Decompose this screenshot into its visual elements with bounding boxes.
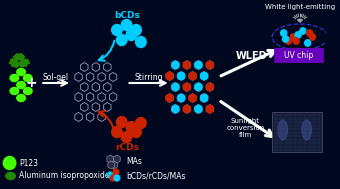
Polygon shape	[108, 161, 115, 169]
Polygon shape	[107, 155, 114, 163]
Ellipse shape	[20, 59, 28, 67]
Polygon shape	[195, 105, 202, 113]
Ellipse shape	[14, 54, 24, 60]
Ellipse shape	[11, 59, 18, 67]
Polygon shape	[206, 105, 214, 113]
Circle shape	[309, 34, 316, 40]
Text: MAs: MAs	[126, 157, 142, 167]
Ellipse shape	[278, 120, 288, 140]
Circle shape	[201, 94, 208, 102]
Circle shape	[280, 30, 287, 36]
Text: Sol-gel: Sol-gel	[42, 73, 69, 81]
Ellipse shape	[17, 94, 26, 101]
Polygon shape	[195, 60, 202, 70]
Circle shape	[300, 28, 306, 34]
Circle shape	[112, 126, 122, 138]
Polygon shape	[201, 94, 208, 102]
Circle shape	[131, 25, 141, 36]
Circle shape	[195, 105, 202, 113]
Text: UV chip: UV chip	[284, 51, 314, 60]
Polygon shape	[183, 83, 191, 91]
Circle shape	[295, 32, 301, 38]
Ellipse shape	[17, 68, 26, 75]
Text: P123: P123	[19, 159, 38, 167]
Text: Aluminum isopropoxide: Aluminum isopropoxide	[19, 171, 110, 180]
Circle shape	[285, 38, 292, 44]
Circle shape	[183, 83, 190, 91]
Circle shape	[195, 61, 202, 69]
Ellipse shape	[23, 74, 32, 81]
Text: WLED: WLED	[235, 51, 267, 61]
Circle shape	[293, 38, 299, 44]
Circle shape	[183, 61, 190, 69]
FancyBboxPatch shape	[274, 48, 324, 63]
Polygon shape	[172, 83, 179, 91]
Circle shape	[283, 36, 289, 42]
Circle shape	[172, 83, 179, 91]
Ellipse shape	[10, 88, 19, 94]
Ellipse shape	[6, 173, 15, 180]
Circle shape	[306, 30, 313, 36]
Circle shape	[131, 126, 141, 138]
Polygon shape	[195, 83, 202, 91]
Circle shape	[3, 156, 16, 170]
Text: White light-emitting: White light-emitting	[265, 4, 335, 10]
Circle shape	[195, 83, 202, 91]
Polygon shape	[166, 71, 173, 81]
Circle shape	[113, 169, 119, 175]
Text: rCDs: rCDs	[116, 143, 139, 153]
Circle shape	[114, 175, 120, 181]
Text: bCDs/rCDs/MAs: bCDs/rCDs/MAs	[126, 171, 186, 180]
Polygon shape	[177, 94, 185, 102]
Circle shape	[116, 35, 127, 46]
Polygon shape	[189, 94, 196, 102]
Circle shape	[172, 61, 179, 69]
Circle shape	[121, 132, 132, 143]
Circle shape	[112, 25, 122, 36]
Circle shape	[189, 72, 196, 80]
Circle shape	[290, 34, 296, 40]
Polygon shape	[177, 71, 185, 81]
Circle shape	[189, 94, 196, 102]
Polygon shape	[166, 94, 173, 102]
Circle shape	[177, 94, 185, 102]
Circle shape	[201, 72, 208, 80]
Text: +: +	[26, 76, 37, 90]
Polygon shape	[172, 105, 179, 113]
Circle shape	[116, 116, 127, 128]
Polygon shape	[206, 83, 214, 91]
Circle shape	[206, 61, 214, 69]
Polygon shape	[201, 71, 208, 81]
Circle shape	[110, 175, 116, 181]
Polygon shape	[111, 161, 117, 169]
Ellipse shape	[23, 88, 32, 94]
Text: Stirring: Stirring	[134, 73, 163, 81]
Text: bCDs: bCDs	[115, 12, 140, 20]
Circle shape	[172, 105, 179, 113]
Circle shape	[166, 94, 173, 102]
Polygon shape	[114, 155, 120, 163]
Circle shape	[136, 118, 146, 129]
Ellipse shape	[17, 81, 26, 88]
Circle shape	[206, 83, 214, 91]
Polygon shape	[172, 60, 179, 70]
Circle shape	[177, 72, 185, 80]
Circle shape	[107, 172, 113, 178]
Circle shape	[206, 105, 214, 113]
Circle shape	[126, 122, 137, 132]
Polygon shape	[183, 105, 191, 113]
Circle shape	[166, 72, 173, 80]
Polygon shape	[189, 71, 196, 81]
FancyBboxPatch shape	[272, 112, 322, 152]
Circle shape	[126, 29, 137, 40]
Circle shape	[183, 105, 190, 113]
Polygon shape	[183, 60, 191, 70]
Ellipse shape	[302, 120, 311, 140]
Circle shape	[121, 19, 132, 30]
Circle shape	[305, 40, 311, 46]
Polygon shape	[206, 60, 214, 70]
Circle shape	[136, 36, 146, 47]
Text: Sunlight
conversion
film: Sunlight conversion film	[226, 118, 265, 138]
Ellipse shape	[10, 74, 19, 81]
